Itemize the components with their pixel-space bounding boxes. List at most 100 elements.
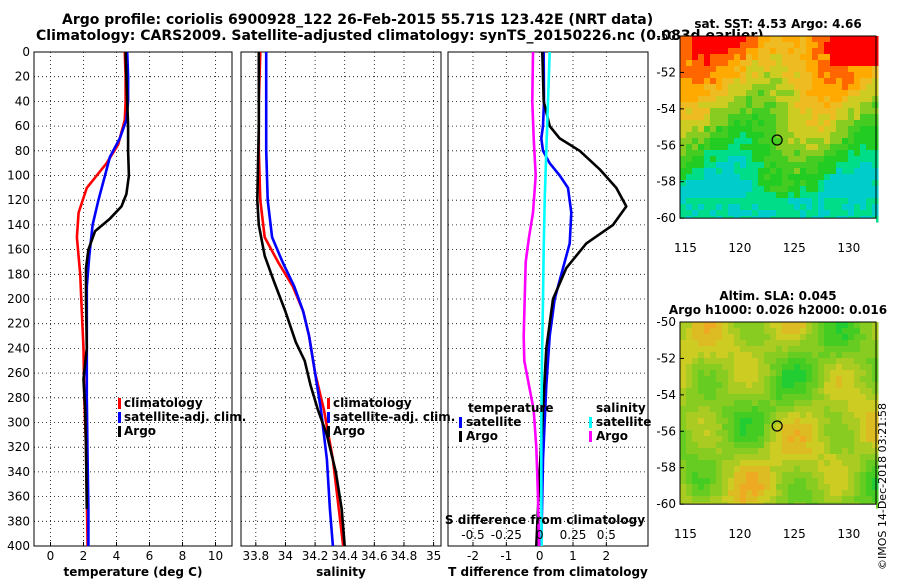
- map-pixel: [812, 430, 819, 437]
- map-x-tick-label: 115: [674, 527, 697, 541]
- map-pixel: [758, 120, 765, 127]
- map-pixel: [842, 144, 849, 151]
- map-pixel: [716, 382, 723, 389]
- map-pixel: [698, 472, 705, 479]
- map-pixel: [848, 150, 855, 157]
- map-pixel: [848, 102, 855, 109]
- map-pixel: [788, 442, 795, 449]
- map-pixel: [836, 180, 843, 187]
- map-pixel: [830, 346, 837, 353]
- map-pixel: [812, 162, 819, 169]
- map-pixel: [686, 42, 693, 49]
- map-pixel: [758, 472, 765, 479]
- map-pixel: [716, 490, 723, 497]
- map-pixel: [794, 382, 801, 389]
- map-pixel: [794, 60, 801, 67]
- map-pixel: [818, 126, 825, 133]
- map-pixel: [698, 328, 705, 335]
- map-pixel: [704, 394, 711, 401]
- map-pixel: [782, 174, 789, 181]
- map-pixel: [704, 370, 711, 377]
- map-pixel: [776, 36, 783, 43]
- map-pixel: [866, 120, 873, 127]
- map-pixel: [812, 322, 819, 329]
- map-pixel: [794, 334, 801, 341]
- map-pixel: [740, 418, 747, 425]
- map-pixel: [740, 382, 747, 389]
- map-pixel: [716, 36, 723, 43]
- map-pixel: [866, 156, 873, 163]
- map-pixel: [782, 346, 789, 353]
- map-pixel: [824, 442, 831, 449]
- map-pixel: [770, 120, 777, 127]
- map-pixel: [686, 334, 693, 341]
- map-pixel: [692, 490, 699, 497]
- map-pixel: [710, 472, 717, 479]
- map-pixel: [770, 412, 777, 419]
- map-pixel: [824, 186, 831, 193]
- map-pixel: [764, 96, 771, 103]
- map-pixel: [794, 418, 801, 425]
- map-pixel: [734, 192, 741, 199]
- map-pixel: [722, 120, 729, 127]
- map-pixel: [842, 334, 849, 341]
- map-pixel: [794, 328, 801, 335]
- map-pixel: [680, 186, 687, 193]
- map-pixel: [794, 400, 801, 407]
- map-pixel: [752, 168, 759, 175]
- map-pixel: [704, 430, 711, 437]
- map-pixel: [716, 430, 723, 437]
- map-pixel: [776, 388, 783, 395]
- map-pixel: [770, 66, 777, 73]
- map-pixel: [752, 78, 759, 85]
- map-pixel: [680, 496, 687, 503]
- map-pixel: [740, 322, 747, 329]
- map-pixel: [770, 394, 777, 401]
- map-pixel: [794, 388, 801, 395]
- map-pixel: [680, 352, 687, 359]
- map-pixel: [794, 102, 801, 109]
- map-pixel: [872, 180, 879, 187]
- map-pixel: [854, 120, 861, 127]
- map-pixel: [710, 78, 717, 85]
- map-pixel: [752, 442, 759, 449]
- map-pixel: [818, 102, 825, 109]
- map-pixel: [704, 96, 711, 103]
- map-pixel: [854, 186, 861, 193]
- map-pixel: [722, 376, 729, 383]
- map-pixel: [746, 340, 753, 347]
- map-pixel: [722, 436, 729, 443]
- map-pixel: [758, 72, 765, 79]
- map-pixel: [818, 198, 825, 205]
- map-pixel: [872, 478, 879, 485]
- map-pixel: [722, 150, 729, 157]
- map-pixel: [758, 490, 765, 497]
- map-pixel: [704, 126, 711, 133]
- map-pixel: [710, 72, 717, 79]
- map-pixel: [710, 364, 717, 371]
- map-pixel: [722, 442, 729, 449]
- map-pixel: [692, 78, 699, 85]
- map-pixel: [698, 156, 705, 163]
- map-pixel: [824, 358, 831, 365]
- map-pixel: [770, 370, 777, 377]
- map-pixel: [806, 54, 813, 61]
- map-pixel: [872, 78, 879, 85]
- map-pixel: [746, 66, 753, 73]
- map-pixel: [710, 466, 717, 473]
- map-pixel: [848, 412, 855, 419]
- map-pixel: [734, 36, 741, 43]
- map-pixel: [776, 174, 783, 181]
- map-pixel: [800, 340, 807, 347]
- map-pixel: [872, 484, 879, 491]
- map-pixel: [686, 114, 693, 121]
- map-pixel: [872, 144, 879, 151]
- map-pixel: [812, 490, 819, 497]
- map-pixel: [746, 60, 753, 67]
- map-pixel: [806, 340, 813, 347]
- map-pixel: [794, 84, 801, 91]
- map-pixel: [716, 358, 723, 365]
- map-pixel: [854, 102, 861, 109]
- map-pixel: [710, 132, 717, 139]
- map-pixel: [860, 346, 867, 353]
